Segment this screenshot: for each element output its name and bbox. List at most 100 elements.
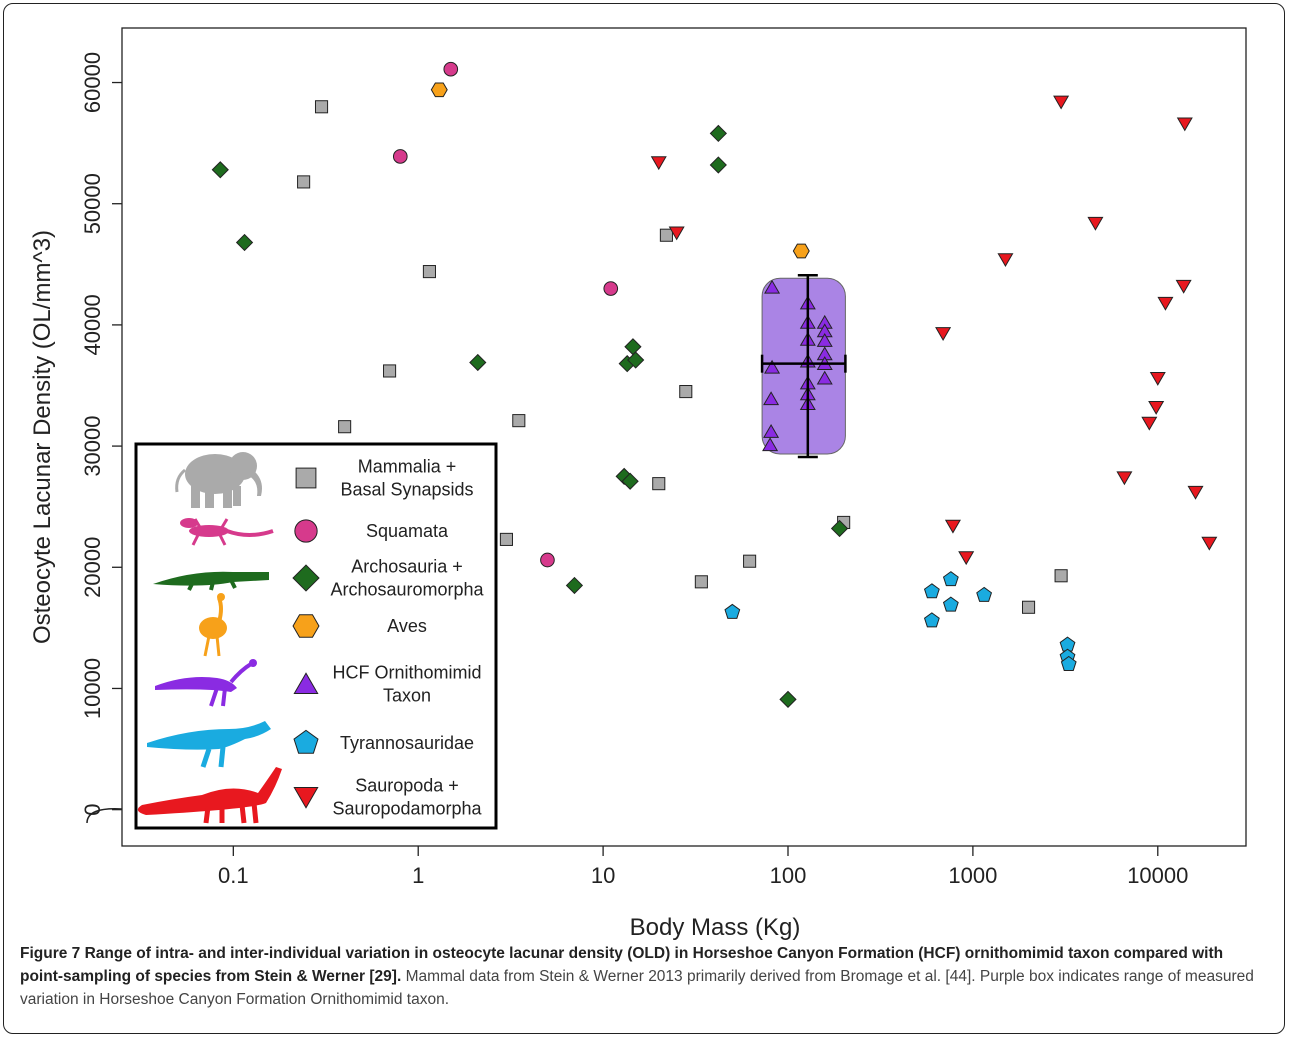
tyrannosaur-icon [147, 721, 271, 768]
y-tick-label: 50000 [80, 173, 105, 234]
legend-label: HCF Ornithomimid [332, 663, 481, 683]
data-point [709, 156, 727, 174]
x-tick-label: 10000 [1127, 863, 1188, 888]
data-point [383, 364, 397, 378]
lizard-icon [180, 518, 274, 546]
data-point [540, 552, 555, 568]
y-tick-label: 0 [80, 804, 105, 816]
legend-marker [294, 519, 318, 543]
data-point [650, 156, 667, 171]
ornithomimid-icon [155, 659, 257, 707]
data-point [443, 61, 459, 77]
data-point [1021, 600, 1036, 614]
data-point [1175, 279, 1192, 294]
y-tick-label: 10000 [80, 658, 105, 719]
hcf-error-bars-layer [760, 273, 847, 459]
legend-marker [295, 467, 317, 489]
data-point [392, 149, 408, 164]
legend-marker [293, 672, 319, 694]
data-point [830, 519, 849, 538]
data-point [1141, 416, 1158, 431]
data-points-layer [211, 61, 1218, 708]
x-axis: 0.1 1 10 100 1000 10000 [218, 846, 1188, 888]
legend-marker [293, 729, 319, 754]
data-point [512, 414, 526, 428]
legend-label: Archosauromorpha [330, 580, 484, 600]
caption-title: Figure 7 Range of intra- and inter-indiv… [20, 945, 1224, 985]
data-point [976, 586, 993, 602]
scatter-chart: 0.1 1 10 100 1000 10000 0 10000 20000 30000 40000… [29, 27, 1247, 940]
data-point [1149, 371, 1166, 386]
data-point [499, 532, 513, 546]
data-point [469, 353, 487, 372]
plot-area-border [121, 27, 1247, 847]
legend-label: Basal Synapsids [340, 480, 473, 500]
data-point [764, 359, 781, 374]
data-point [724, 603, 741, 619]
data-point [1187, 485, 1204, 500]
legend-label: Aves [387, 616, 427, 636]
data-point [764, 279, 781, 294]
data-point [923, 583, 940, 599]
data-point [763, 423, 780, 438]
data-point [627, 351, 645, 369]
data-point [779, 690, 797, 708]
legend-label: Mammalia + [358, 457, 457, 477]
legend-item: Archosauria + Archosauromorpha [153, 557, 485, 600]
data-point [338, 420, 352, 434]
legend-item: Mammalia + Basal Synapsids [175, 452, 474, 508]
data-point [314, 100, 329, 114]
data-point [1157, 296, 1174, 311]
legend-label: Sauropodamorpha [332, 799, 482, 819]
data-point [763, 391, 780, 406]
legend-item: Tyrannosauridae [147, 721, 474, 768]
data-point [1201, 536, 1218, 551]
data-point [668, 226, 685, 241]
data-point [1053, 95, 1070, 110]
data-point [942, 571, 959, 587]
data-point [944, 519, 961, 534]
legend-items: Mammalia + Basal Synapsids Squamata Archosa… [86, 452, 485, 824]
data-point [762, 437, 779, 452]
data-point [743, 554, 757, 568]
series-circle [392, 61, 619, 568]
sauropod-icon [86, 767, 282, 824]
data-point [621, 472, 639, 490]
data-point [235, 233, 254, 252]
data-point [430, 82, 448, 98]
series-hexagon [430, 82, 810, 259]
series-pentagon [724, 571, 1077, 671]
data-point [942, 596, 959, 612]
figure-caption: Figure 7 Range of intra- and inter-indiv… [20, 942, 1270, 1011]
data-point [211, 161, 229, 179]
data-point [958, 551, 975, 566]
data-point [923, 612, 940, 628]
data-point [603, 281, 619, 296]
x-tick-label: 100 [770, 863, 807, 888]
y-tick-label: 30000 [80, 415, 105, 476]
data-point [694, 575, 708, 589]
legend-item: Sauropoda + Sauropodamorpha [86, 767, 483, 824]
data-point [1176, 117, 1193, 132]
x-tick-label: 1000 [948, 863, 997, 888]
y-tick-label: 20000 [80, 537, 105, 598]
x-tick-label: 10 [591, 863, 615, 888]
legend-label: Squamata [366, 521, 449, 541]
elephant-icon [175, 452, 262, 508]
y-axis-label: Osteocyte Lacunar Density (OL/mm^3) [29, 230, 56, 644]
data-point [422, 265, 436, 279]
y-tick-label: 40000 [80, 294, 105, 355]
data-point [997, 253, 1014, 268]
caption-body: Mammal data from Stein & Werner 2013 pri… [20, 968, 1254, 1008]
data-point [816, 370, 833, 385]
x-axis-label: Body Mass (Kg) [630, 914, 801, 940]
data-point [1054, 569, 1068, 583]
data-point [709, 124, 727, 143]
series-triangle-down [650, 95, 1218, 566]
legend-item: Squamata [180, 518, 449, 546]
crocodile-icon [153, 571, 269, 591]
x-tick-label: 0.1 [218, 863, 249, 888]
data-point [565, 576, 584, 595]
data-point [652, 477, 666, 491]
data-point [1148, 401, 1165, 415]
